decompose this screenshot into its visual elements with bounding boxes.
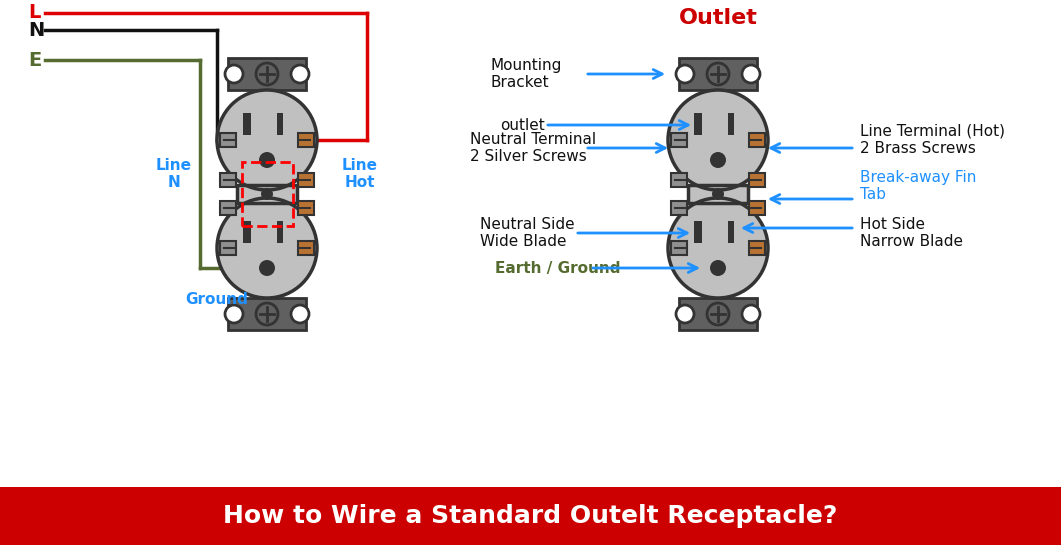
Text: N: N [28,21,45,39]
Circle shape [291,305,309,323]
Bar [671,201,688,215]
Text: Hot Side
Narrow Blade: Hot Side Narrow Blade [860,217,963,249]
Text: L: L [28,3,40,22]
Bar [228,58,306,90]
Bar [749,173,765,187]
Text: Neutral Side
Wide Blade: Neutral Side Wide Blade [480,217,575,249]
Bar [220,201,236,215]
Text: How to Wire a Standard Outelt Receptacle?: How to Wire a Standard Outelt Receptacle… [223,504,837,528]
Text: outlet: outlet [500,118,544,132]
Bar [242,162,293,226]
Bar [671,173,688,187]
Circle shape [676,65,694,83]
Circle shape [742,305,760,323]
Circle shape [710,152,726,168]
Bar [298,241,314,255]
Text: E: E [28,51,41,70]
Circle shape [218,198,317,298]
Bar [679,58,756,90]
Circle shape [707,63,729,85]
Circle shape [712,188,724,200]
Bar [728,113,734,135]
Bar [277,221,283,243]
Circle shape [256,63,278,85]
Bar [220,173,236,187]
Bar [694,221,702,243]
Text: Ground: Ground [186,292,248,307]
Circle shape [707,303,729,325]
Bar [298,133,314,147]
Circle shape [218,90,317,190]
Bar [220,241,236,255]
Bar [228,298,306,330]
Bar [237,185,297,203]
Bar [243,221,251,243]
Circle shape [225,305,243,323]
Circle shape [668,198,768,298]
Bar [679,298,756,330]
Text: Break-away Fin
Tab: Break-away Fin Tab [860,170,976,202]
Text: Neutral Terminal
2 Silver Screws: Neutral Terminal 2 Silver Screws [470,132,596,164]
Text: Mounting
Bracket: Mounting Bracket [490,58,561,90]
Circle shape [710,260,726,276]
Bar [689,185,747,203]
Bar [238,185,296,203]
Circle shape [259,152,275,168]
Bar [749,201,765,215]
Bar [728,221,734,243]
Text: Line Terminal (Hot)
2 Brass Screws: Line Terminal (Hot) 2 Brass Screws [860,124,1005,156]
Bar [749,133,765,147]
Text: Line
N: Line N [156,158,192,190]
Circle shape [291,65,309,83]
Circle shape [256,303,278,325]
Text: Outlet: Outlet [679,8,758,28]
Circle shape [668,90,768,190]
Bar [749,241,765,255]
Bar [694,113,702,135]
Bar [277,113,283,135]
Circle shape [261,188,273,200]
Bar [298,201,314,215]
Text: Earth / Ground: Earth / Ground [495,261,621,276]
Bar [688,185,748,203]
Circle shape [742,65,760,83]
Bar [671,241,688,255]
Bar [671,133,688,147]
Text: Line
Hot: Line Hot [342,158,378,190]
Bar [243,113,251,135]
Circle shape [676,305,694,323]
Circle shape [225,65,243,83]
Bar [298,173,314,187]
Bar [220,133,236,147]
Circle shape [259,260,275,276]
Bar [0,487,1061,545]
